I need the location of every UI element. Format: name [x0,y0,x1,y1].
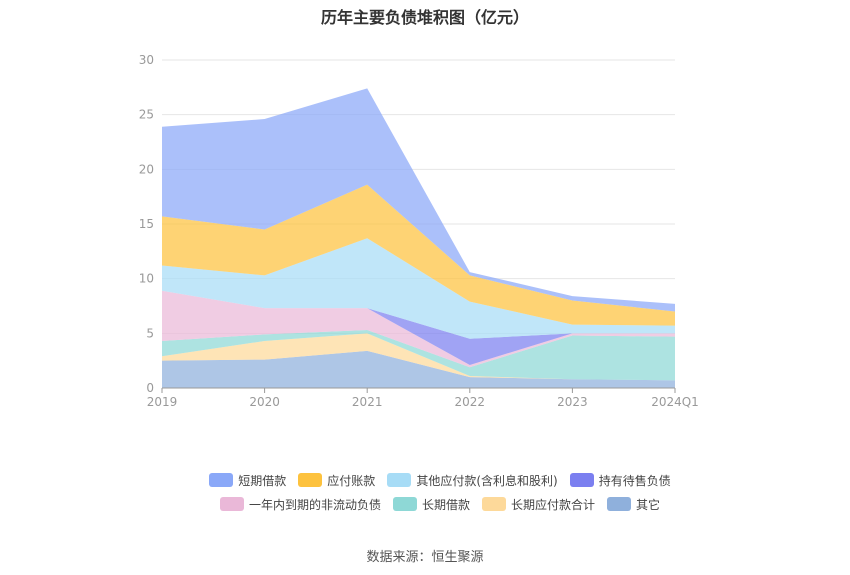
y-tick-label: 25 [139,108,154,122]
legend-item-accounts-payable[interactable]: 应付账款 [298,472,375,489]
data-source: 数据来源：恒生聚源 [366,550,484,565]
area-series-3[interactable] [162,290,675,368]
legend-label: 持有待售负债 [598,473,671,488]
chart-title: 历年主要负债堆积图（亿元） [320,8,529,27]
area-series-7[interactable] [162,88,675,312]
y-tick-label: 0 [146,381,154,395]
legend-row-1: 短期借款 应付账款 其他应付款(含利息和股利) 持有待售负债 [180,470,700,490]
legend-item-short-term-loans[interactable]: 短期借款 [209,472,286,489]
legend-label: 其它 [636,497,661,512]
legend-label: 长期借款 [421,497,470,512]
legend-swatch [482,497,506,511]
y-tick-label: 30 [139,53,154,67]
legend-swatch [607,497,632,511]
legend-item-current-noncurrent[interactable]: 一年内到期的非流动负债 [219,496,381,513]
x-tick-label: 2022 [455,395,486,409]
legend: 短期借款 应付账款 其他应付款(含利息和股利) 持有待售负债 一年内到期的非流动… [180,470,700,518]
x-tick-label: 2021 [352,395,383,409]
legend-swatch [298,473,323,487]
legend-label: 应付账款 [327,473,376,488]
x-tick-label: 2019 [147,395,178,409]
x-tick-label: 2023 [557,395,588,409]
legend-item-held-for-sale[interactable]: 持有待售负债 [569,472,671,489]
legend-item-other[interactable]: 其它 [607,496,660,513]
area-series-5[interactable] [162,238,675,339]
y-tick-label: 10 [139,272,154,286]
legend-item-long-term-loans[interactable]: 长期借款 [392,496,470,513]
legend-row-2: 一年内到期的非流动负债 长期借款 长期应付款合计 其它 [180,494,700,514]
legend-swatch [392,497,417,511]
area-series-1[interactable] [162,333,675,381]
x-tick-label: 2024Q1 [651,395,699,409]
legend-label: 一年内到期的非流动负债 [248,497,381,512]
legend-label: 短期借款 [238,473,287,488]
area-series-4[interactable] [162,290,675,366]
legend-swatch [209,473,234,487]
legend-swatch [387,473,412,487]
area-series [162,88,675,388]
legend-label: 长期应付款合计 [511,497,596,512]
y-tick-label: 20 [139,162,154,176]
y-tick-label: 15 [139,217,154,231]
legend-item-long-term-payables[interactable]: 长期应付款合计 [482,496,595,513]
legend-swatch [219,497,244,511]
x-tick-label: 2020 [249,395,280,409]
area-series-0[interactable] [162,350,675,388]
axes: 0 5 10 15 20 25 30 2019 2020 2021 2022 2023 2024Q1 [139,53,699,409]
y-tick-label: 5 [146,326,154,340]
area-series-6[interactable] [162,184,675,326]
legend-item-other-payables[interactable]: 其他应付款(含利息和股利) [387,472,558,489]
legend-label: 其他应付款(含利息和股利) [416,473,558,488]
legend-swatch [569,473,594,487]
area-series-2[interactable] [162,330,675,381]
